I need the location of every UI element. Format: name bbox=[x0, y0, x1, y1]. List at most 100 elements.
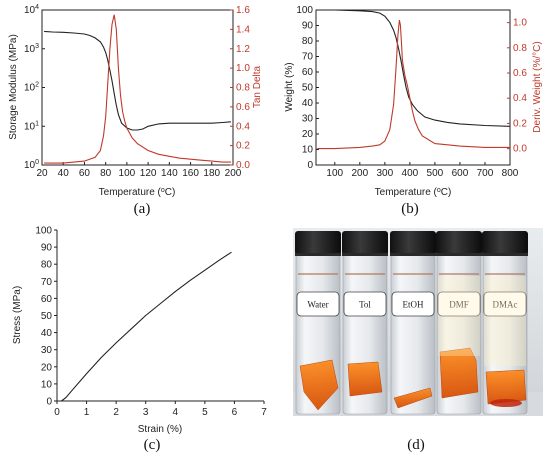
panel-a-y-right-tick-label: 1.4 bbox=[236, 24, 250, 35]
panel-a-y-left-tick-label: 100 bbox=[24, 159, 39, 171]
panel-b-x-tick-label: 800 bbox=[502, 168, 519, 179]
panel-a-y-right-tick-label: 0.2 bbox=[236, 141, 250, 152]
panel-a-x-tick-label: 100 bbox=[119, 168, 136, 179]
panel-a-x-tick-label: 200 bbox=[225, 168, 242, 179]
panel-c-x-tick-label: 2 bbox=[113, 407, 119, 418]
panel-b-x-tick-label: 500 bbox=[427, 168, 444, 179]
panel-c-x-tick-label: 3 bbox=[143, 407, 149, 418]
liquid-tint-dmf bbox=[438, 276, 480, 356]
panel-b-y-right-tick-label: 0.8 bbox=[513, 43, 527, 54]
panel-a-x-tick-label: 20 bbox=[36, 168, 48, 179]
panel-b-y-left-tick-label: 80 bbox=[302, 36, 314, 47]
vial-cap-rim bbox=[436, 253, 482, 256]
panel-c-label: (c) bbox=[144, 437, 161, 453]
film-dmac-sediment bbox=[490, 399, 522, 407]
panel-a-y-left-tick-label: 101 bbox=[24, 120, 39, 132]
panel-b-x-axis-label: Temperature (oC) bbox=[375, 187, 452, 199]
panel-b-y-left-label: Weight (%) bbox=[284, 62, 295, 111]
panel-a-y-right-tick-label: 1.0 bbox=[236, 63, 250, 74]
panel-b-y-left-tick-label: 0 bbox=[307, 160, 313, 171]
vial-cap bbox=[482, 231, 528, 255]
panel-b-y-right-label: Deriv. Weight (%/°C) bbox=[532, 41, 543, 132]
panel-a-label: (a) bbox=[134, 201, 151, 217]
film-etoh bbox=[393, 387, 433, 409]
panel-b-y-left-tick-label: 60 bbox=[302, 67, 314, 78]
vial-label-text: DMAc bbox=[493, 300, 518, 310]
panel-b-y-right-tick-label: 0.4 bbox=[513, 93, 527, 104]
panel-a-x-tick-label: 40 bbox=[58, 168, 70, 179]
panel-a-y-left-label: Storage Modulus (MPa) bbox=[8, 34, 19, 140]
panel-c-y-tick-label: 50 bbox=[41, 311, 53, 322]
vial-cap bbox=[390, 231, 436, 255]
panel-b-y-left-tick-label: 10 bbox=[302, 145, 314, 156]
panel-b-y-left-tick-label: 70 bbox=[302, 52, 314, 63]
panel-a-x-tick-label: 120 bbox=[140, 168, 157, 179]
panel-a-y-right-tick-label: 1.6 bbox=[236, 5, 250, 16]
vial-label-box bbox=[296, 291, 340, 317]
panel-a-x-tick-label: 160 bbox=[182, 168, 199, 179]
liquid-tint-dmac bbox=[484, 276, 526, 366]
panel-b-x-tick-label: 100 bbox=[326, 168, 343, 179]
vial-label-box bbox=[343, 291, 387, 317]
panel-c-x-tick-label: 5 bbox=[202, 407, 208, 418]
panel-c-y-tick-label: 10 bbox=[41, 379, 53, 390]
vial-label-text: EtOH bbox=[403, 300, 424, 310]
vial-cap-rim bbox=[482, 253, 528, 256]
panel-a-y-right-tick-label: 0.0 bbox=[236, 160, 250, 171]
panel-c-y-axis-label: Stress (MPa) bbox=[12, 286, 23, 344]
panel-b-label: (b) bbox=[401, 201, 419, 217]
panel-a-tan-delta-line bbox=[44, 14, 231, 164]
panel-c-x-tick-label: 1 bbox=[84, 407, 90, 418]
panel-a-storage-modulus-line bbox=[44, 30, 231, 131]
panel-b-y-left-tick-label: 90 bbox=[302, 21, 314, 32]
panel-b-chart: 100 200 300 400 500 600 700 800 0 10 20 30 40 50 60 70 8… bbox=[284, 5, 543, 217]
panel-a-y-right-tick-label: 0.4 bbox=[236, 121, 250, 132]
panel-b-y-right-tick-label: 1.0 bbox=[513, 18, 527, 29]
panel-b-x-tick-label: 400 bbox=[402, 168, 419, 179]
panel-a-y-right-label: Tan Delta bbox=[252, 65, 263, 108]
panel-c-y-tick-label: 0 bbox=[46, 397, 52, 408]
panel-d-photo: Water Tol EtOH DMF DMAc (d) bbox=[293, 228, 543, 453]
panel-a-x-tick-label: 80 bbox=[100, 168, 112, 179]
panel-a-x-axis-label: Temperature (oC) bbox=[99, 187, 176, 199]
vial-cap bbox=[342, 231, 388, 255]
panel-a-y-left-tick-label: 103 bbox=[24, 43, 39, 55]
vial-label-box bbox=[483, 291, 527, 317]
panel-b-y-left-tick-label: 40 bbox=[302, 98, 314, 109]
film-water bbox=[299, 359, 339, 411]
panel-c-y-tick-label: 100 bbox=[35, 226, 52, 237]
panel-a-y-right-tick-label: 0.8 bbox=[236, 83, 250, 94]
panel-c-stress-strain-line bbox=[61, 251, 232, 402]
panel-b-y-right-tick-label: 0.2 bbox=[513, 118, 527, 129]
panel-c-x-tick-label: 0 bbox=[54, 407, 60, 418]
vial-label-text: Tol bbox=[359, 300, 371, 310]
panel-c-x-tick-label: 4 bbox=[173, 407, 179, 418]
panel-c-x-tick-label: 7 bbox=[261, 407, 267, 418]
panel-c-x-axis-label: Strain (%) bbox=[138, 424, 182, 435]
panel-b-plot-frame bbox=[315, 9, 511, 166]
panel-a-x-tick-label: 60 bbox=[79, 168, 91, 179]
vial-label-text: DMF bbox=[449, 300, 469, 310]
panel-b-deriv-weight-line bbox=[317, 19, 510, 150]
vial-cap bbox=[436, 231, 482, 255]
panel-a-y-left-tick-label: 104 bbox=[24, 4, 39, 16]
panel-a-y-right-tick-label: 1.2 bbox=[236, 44, 250, 55]
panel-b-y-left-tick-label: 20 bbox=[302, 129, 314, 140]
film-dmf bbox=[439, 347, 479, 399]
vial-cap-rim bbox=[342, 253, 388, 256]
panel-b-y-left-tick-label: 30 bbox=[302, 114, 314, 125]
vial-cap-rim bbox=[295, 253, 341, 256]
panel-c-x-tick-label: 6 bbox=[232, 407, 238, 418]
panel-a-chart: 20 40 60 80 100 120 140 160 180 200 100 101 102 103 10… bbox=[8, 4, 263, 217]
panel-a-x-tick-label: 180 bbox=[203, 168, 220, 179]
panel-c-y-tick-label: 30 bbox=[41, 345, 53, 356]
panel-b-x-tick-label: 600 bbox=[452, 168, 469, 179]
vial-label-text: Water bbox=[307, 300, 328, 310]
panel-d-label: (d) bbox=[407, 437, 425, 453]
panel-c-y-tick-label: 40 bbox=[41, 328, 53, 339]
panel-b-x-tick-label: 200 bbox=[351, 168, 368, 179]
vial-label-box bbox=[391, 291, 435, 317]
panel-c-y-tick-label: 60 bbox=[41, 294, 53, 305]
